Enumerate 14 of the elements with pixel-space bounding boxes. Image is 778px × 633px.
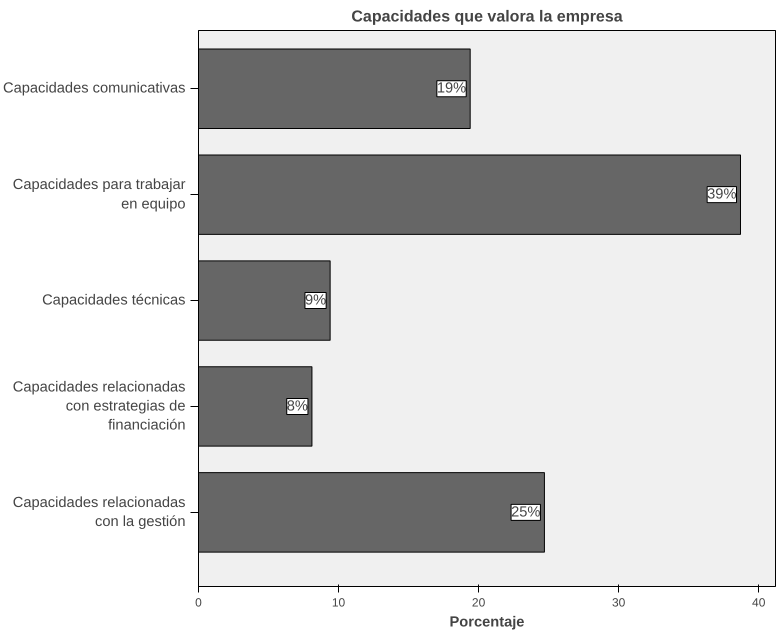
- y-tick-label: Capacidades comunicativas: [3, 80, 186, 97]
- y-tick-label: Capacidades para trabajar en equipo: [12, 177, 186, 212]
- data-label: 25%: [511, 504, 540, 520]
- data-label: 39%: [707, 186, 736, 203]
- x-axis-title: Porcentaje: [450, 614, 524, 630]
- chart-title: Capacidades que valora la empresa: [351, 8, 623, 26]
- y-tick-label: Capacidades técnicas: [42, 292, 186, 309]
- x-tick-label: 0: [195, 596, 202, 610]
- y-tick-label: Capacidades relacionadas con la gestión: [12, 494, 186, 530]
- x-tick-label: 20: [472, 596, 486, 610]
- y-tick-label: Capacidades relacionadas con estrategias de financiación: [12, 379, 186, 434]
- x-tick-label: 40: [752, 596, 766, 610]
- x-tick-label: 30: [612, 596, 626, 610]
- x-tick-label: 10: [332, 596, 346, 610]
